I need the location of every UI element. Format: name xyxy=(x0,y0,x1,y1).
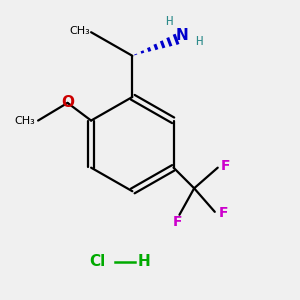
Text: F: F xyxy=(173,215,183,229)
Text: N: N xyxy=(176,28,189,43)
Text: H: H xyxy=(138,254,151,269)
Text: H: H xyxy=(165,15,173,28)
Text: CH₃: CH₃ xyxy=(14,116,35,126)
Text: CH₃: CH₃ xyxy=(69,26,90,36)
Text: F: F xyxy=(219,206,228,220)
Text: Cl: Cl xyxy=(90,254,106,269)
Text: F: F xyxy=(220,159,230,173)
Text: O: O xyxy=(61,95,74,110)
Text: H: H xyxy=(195,34,202,48)
